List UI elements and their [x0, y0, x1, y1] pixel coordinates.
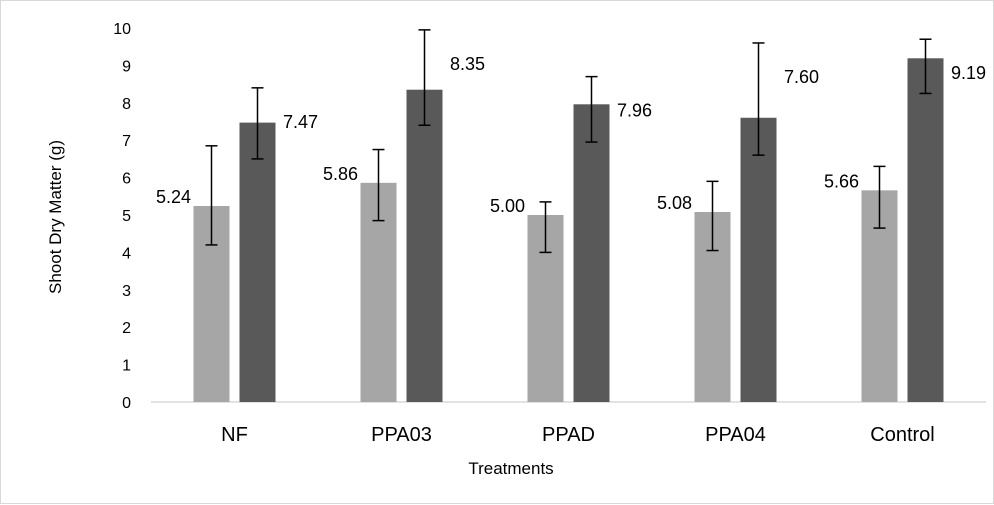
data-labels: 5.24 7.47 5.86 8.35 5.00 7.96 5.08 7.60 5.66 9.19	[156, 54, 986, 216]
category-label: Control	[870, 424, 934, 446]
bar	[239, 122, 276, 402]
data-label: 5.24	[156, 187, 191, 207]
bar	[740, 117, 777, 402]
y-tick-label: 0	[122, 395, 131, 412]
y-tick-label: 8	[122, 96, 131, 113]
bar	[907, 58, 944, 402]
y-tick-label: 6	[122, 171, 131, 188]
category-label: NF	[221, 424, 248, 446]
bars	[193, 58, 944, 403]
data-label: 7.96	[617, 101, 652, 121]
y-tick-label: 3	[122, 283, 131, 300]
y-tick-label: 4	[122, 245, 131, 262]
data-label: 5.66	[824, 171, 859, 191]
category-label: PPA03	[371, 424, 432, 446]
y-tick-label: 7	[122, 133, 131, 150]
y-tick-label: 10	[113, 21, 131, 38]
y-tick-label: 5	[122, 208, 131, 225]
y-tick-label: 1	[122, 358, 131, 375]
y-tick-label: 9	[122, 58, 131, 75]
category-labels: NF PPA03 PPAD PPA04 Control	[221, 424, 935, 446]
category-label: PPAD	[542, 424, 595, 446]
x-axis-title: Treatments	[468, 459, 553, 478]
data-label: 7.60	[784, 67, 819, 87]
data-label: 8.35	[450, 54, 485, 74]
data-label: 5.86	[323, 164, 358, 184]
data-label: 7.47	[283, 112, 318, 132]
data-label: 5.00	[490, 196, 525, 216]
data-label: 9.19	[951, 63, 986, 83]
category-label: PPA04	[705, 424, 766, 446]
data-label: 5.08	[657, 193, 692, 213]
bar	[573, 104, 610, 403]
bar	[406, 89, 443, 403]
y-axis-ticks: 0 1 2 3 4 5 6 7 8 9 10	[113, 21, 131, 412]
error-bars	[205, 29, 932, 254]
y-tick-label: 2	[122, 320, 131, 337]
y-axis-title: Shoot Dry Matter (g)	[46, 140, 65, 294]
